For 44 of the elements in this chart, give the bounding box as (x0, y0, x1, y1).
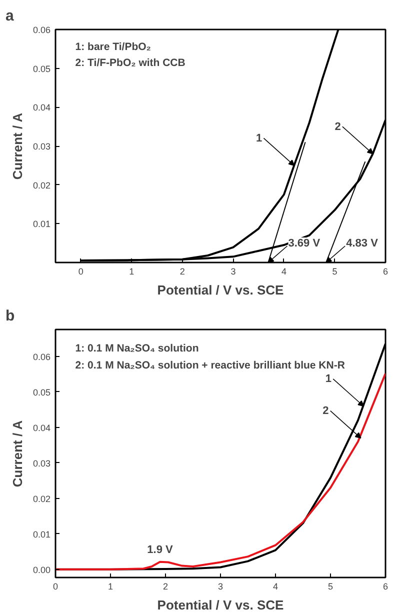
x-tick-label: 4 (272, 582, 278, 592)
x-tick-label: 2 (180, 266, 185, 276)
x-tick-label: 0 (52, 582, 58, 592)
y-tick-label: 0.01 (32, 219, 51, 230)
x-tick-label: 6 (382, 266, 388, 276)
annotation: 2 (322, 405, 329, 418)
y-tick-label: 0.06 (32, 25, 51, 35)
y-tick-label: 0.02 (32, 180, 51, 190)
annotation: 2: Ti/F-PbO₂ with CCB (75, 57, 186, 70)
annotation: 1 (325, 373, 332, 386)
y-tick-label: 0.06 (32, 352, 51, 362)
annotation: 1: bare Ti/PbO₂ (75, 40, 152, 53)
x-tick-label: 6 (382, 582, 388, 592)
y-axis-title: Current / A (10, 112, 25, 180)
x-axis-title: Potential / V vs. SCE (157, 598, 284, 612)
annotation: 2: 0.1 M Na₂SO₄ solution + reactive brilliant blue KN-R (75, 360, 346, 372)
x-tick-label: 3 (230, 266, 236, 276)
annotation: 2 (334, 120, 341, 133)
y-tick-label: 0.01 (32, 529, 51, 540)
y-tick-label: 0.04 (32, 422, 51, 433)
annotation: 1.9 V (147, 544, 174, 556)
x-axis-title: Potential / V vs. SCE (157, 282, 284, 298)
annotation: 1: 0.1 M Na₂SO₄ solution (75, 342, 199, 354)
y-tick-label: 0.03 (32, 142, 51, 152)
y-tick-label: 0.02 (32, 494, 51, 504)
x-tick-label: 1 (108, 582, 114, 592)
chart-title: b (6, 308, 15, 324)
y-tick-label: 0.05 (32, 387, 51, 398)
annotation: 1 (256, 132, 262, 144)
x-tick-label: 2 (162, 582, 168, 592)
chart-title: a (6, 8, 14, 24)
x-tick-label: 1 (129, 266, 134, 276)
x-tick-label: 3 (218, 582, 224, 592)
annotation: 3.69 V (288, 238, 321, 250)
x-tick-label: 5 (328, 582, 334, 592)
y-tick-label: 0.03 (32, 458, 51, 468)
y-tick-label: 0.00 (32, 564, 51, 575)
y-tick-label: 0.05 (32, 64, 51, 74)
x-tick-label: 0 (78, 266, 84, 276)
y-tick-label: 0.04 (32, 102, 51, 113)
annotation: 4.83 V (346, 238, 379, 250)
x-tick-label: 5 (332, 266, 338, 276)
y-axis-title: Current / A (10, 420, 25, 488)
x-tick-label: 4 (281, 266, 286, 276)
